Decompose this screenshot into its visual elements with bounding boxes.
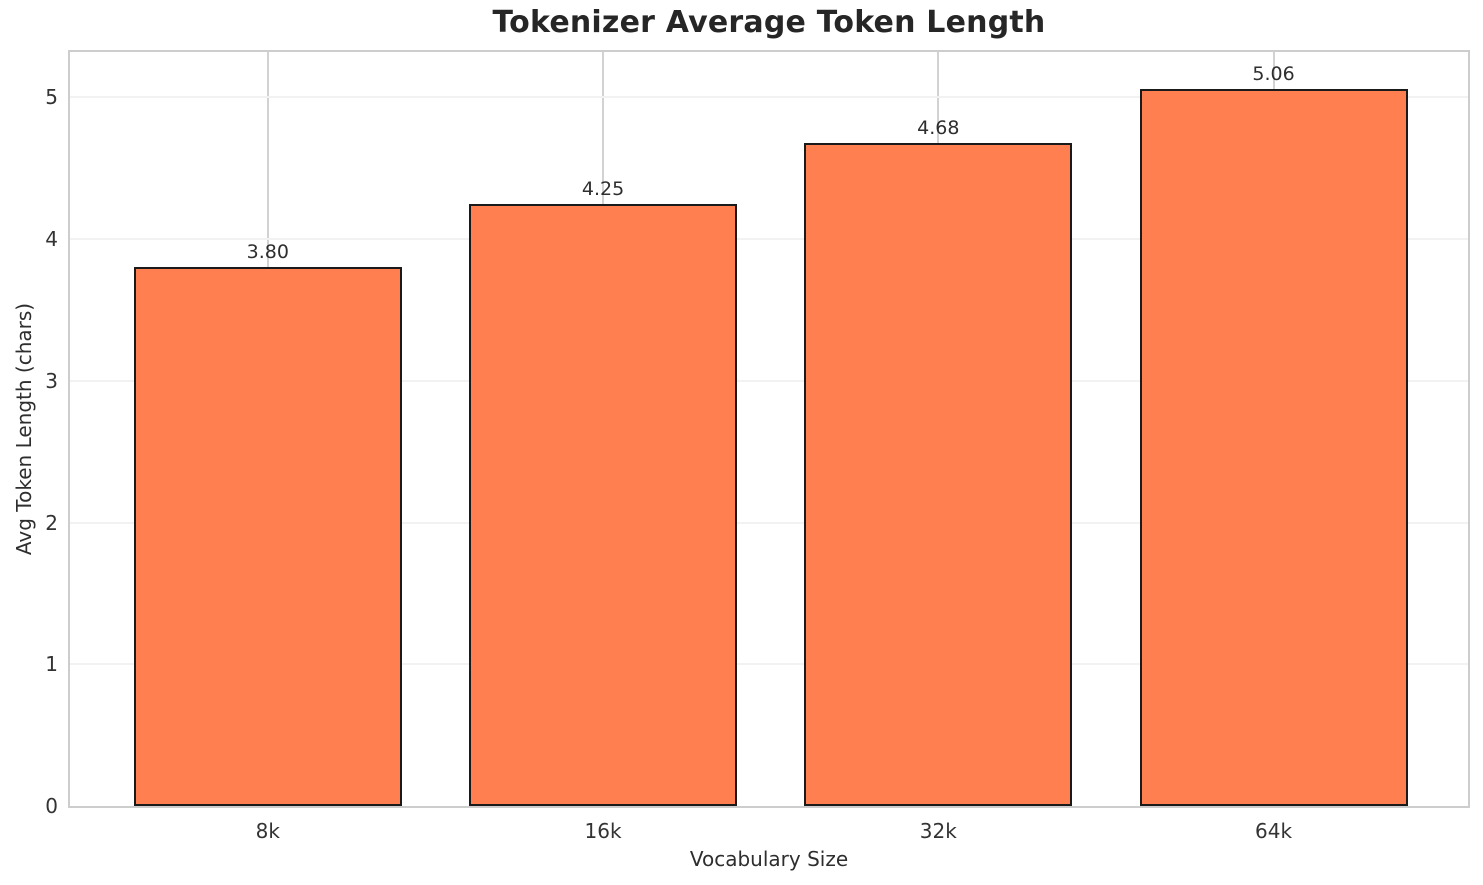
horizontal-gridline (70, 96, 1468, 99)
horizontal-gridline (70, 379, 1468, 382)
y-tick-label: 1 (45, 652, 58, 677)
y-tick-label: 2 (45, 510, 58, 535)
chart-title: Tokenizer Average Token Length (492, 5, 1046, 40)
x-tick-label-8k: 8k (255, 819, 280, 843)
bar-value-label: 3.80 (246, 241, 289, 264)
x-axis-label: Vocabulary Size (689, 847, 849, 871)
y-tick-label: 4 (45, 227, 58, 252)
y-tick-label: 5 (45, 85, 58, 110)
bar-64k (1139, 88, 1408, 806)
x-tick-label-32k: 32k (919, 819, 957, 843)
bar-16k (469, 203, 738, 806)
bar-32k (804, 142, 1073, 806)
bar-value-label: 4.68 (917, 116, 960, 139)
y-tick-label: 0 (45, 794, 58, 818)
plot-area: 3.80 4.25 4.68 5.06 (70, 52, 1468, 806)
y-axis-label: Avg Token Length (chars) (12, 302, 36, 556)
horizontal-gridline (70, 521, 1468, 524)
horizontal-gridline (70, 238, 1468, 241)
horizontal-gridline (70, 663, 1468, 666)
y-tick-label: 3 (45, 368, 58, 393)
bar-value-label: 4.25 (581, 177, 625, 200)
x-tick-label-64k: 64k (1255, 819, 1293, 843)
x-tick-label-16k: 16k (584, 819, 622, 843)
bar-8k (133, 267, 402, 806)
bar-value-label: 5.06 (1252, 62, 1295, 85)
